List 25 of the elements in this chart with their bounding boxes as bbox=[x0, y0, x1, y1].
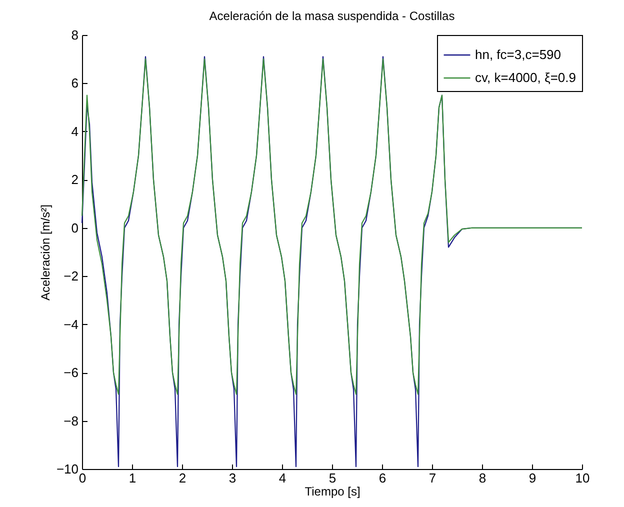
y-tick-label: −6 bbox=[64, 365, 78, 380]
x-tick-label: 7 bbox=[428, 470, 436, 486]
y-tick-label: 8 bbox=[71, 28, 78, 42]
x-tick-label: 6 bbox=[378, 470, 386, 486]
x-tick-label: 9 bbox=[528, 470, 536, 486]
y-tick-label: −4 bbox=[64, 316, 78, 332]
x-tick-label: 5 bbox=[328, 470, 336, 486]
x-tick-label: 1 bbox=[128, 470, 136, 486]
x-tick-label: 4 bbox=[278, 470, 286, 486]
legend-label: hn, fc=3,c=590 bbox=[475, 47, 562, 62]
y-axis-title: Aceleración [m/s²] bbox=[38, 204, 52, 301]
x-tick-label: 10 bbox=[575, 470, 590, 486]
x-axis-title: Tiempo [s] bbox=[304, 484, 360, 498]
chart-title: Aceleración de la masa suspendida - Costillas bbox=[209, 9, 455, 23]
y-tick-label: 4 bbox=[71, 124, 78, 139]
y-tick-label: 2 bbox=[71, 172, 78, 188]
y-tick-label: 0 bbox=[71, 220, 78, 236]
x-tick-label: 2 bbox=[178, 470, 186, 486]
legend-label: cv, k=4000, ξ=0.9 bbox=[475, 70, 576, 85]
y-tick-label: −8 bbox=[64, 413, 78, 428]
x-tick-label: 8 bbox=[478, 470, 486, 486]
x-tick-label: 3 bbox=[228, 470, 236, 486]
y-tick-label: 6 bbox=[71, 76, 78, 91]
y-tick-label: −10 bbox=[56, 462, 78, 476]
y-tick-label: −2 bbox=[64, 268, 78, 284]
